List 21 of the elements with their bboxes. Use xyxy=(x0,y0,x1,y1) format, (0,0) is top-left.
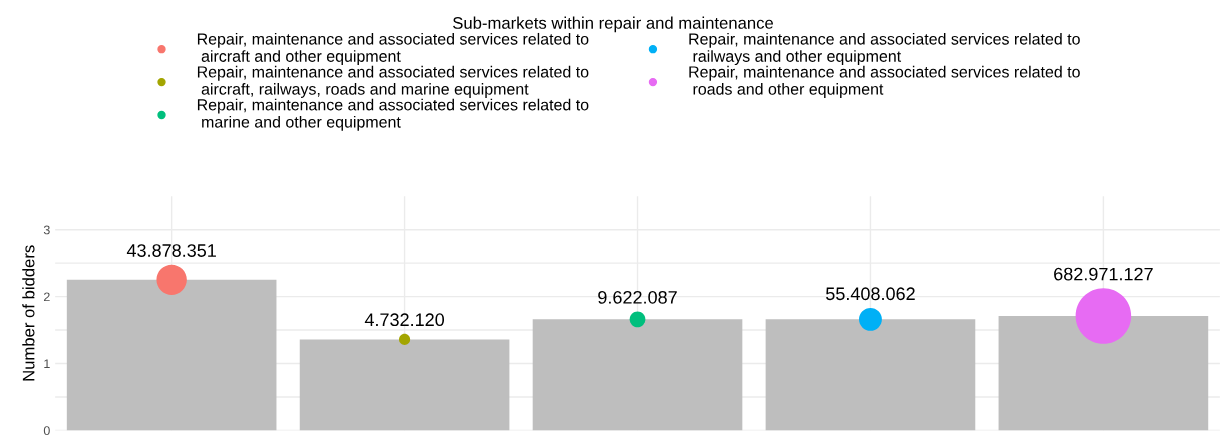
bar xyxy=(998,315,1209,431)
legend-label: Repair, maintenance and associated services related to roads and other equipment xyxy=(689,65,1080,98)
bar xyxy=(66,279,277,431)
annotation: 4.732.120 xyxy=(364,313,445,327)
legend-label: Repair, maintenance and associated services related to marine and other equipment xyxy=(197,98,589,131)
annotation: 9.622.087 xyxy=(598,290,677,304)
y-tick-label: 1 xyxy=(44,359,50,369)
y-axis-title: Number of bidders xyxy=(22,245,35,381)
bar xyxy=(532,319,743,431)
bar xyxy=(299,339,510,431)
annotation: 682.971.127 xyxy=(1054,267,1153,281)
y-tick-label: 3 xyxy=(43,225,50,235)
legend-label: Repair, maintenance and associated services related to aircraft and other equipment xyxy=(197,32,589,66)
y-tick-label: 2 xyxy=(43,292,50,302)
legend-title: Sub-markets within repair and maintenance xyxy=(453,16,773,33)
annotation: 55.408.062 xyxy=(826,287,915,301)
annotation: 43.878.351 xyxy=(126,244,216,257)
legend-label: Repair, maintenance and associated services related to railways and other equipment xyxy=(689,32,1080,66)
bar xyxy=(765,319,976,431)
y-tick-label: 0 xyxy=(43,426,50,436)
legend-label: Repair, maintenance and associated services related to aircraft, railways, roads and marine equipment xyxy=(197,65,589,98)
